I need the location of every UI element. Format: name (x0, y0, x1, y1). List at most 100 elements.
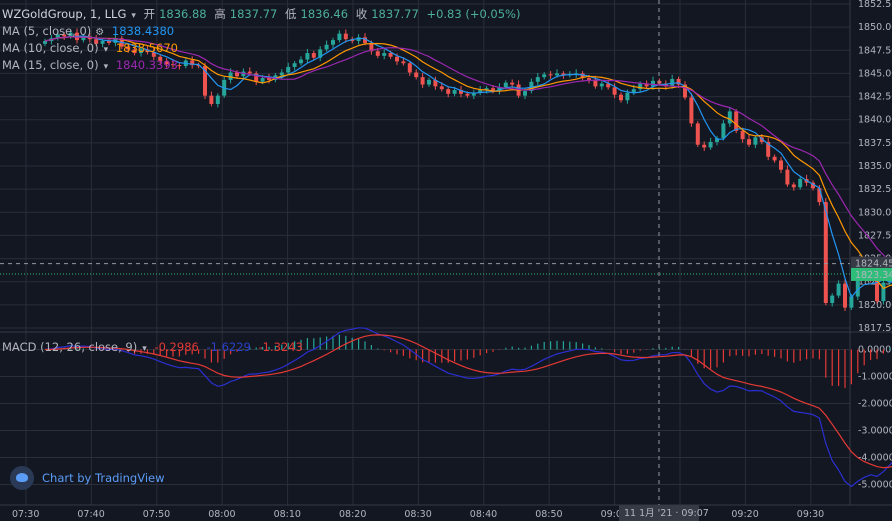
time-tick-label: 08:00 (208, 509, 235, 520)
candle-body (651, 80, 655, 87)
candle-body (548, 74, 553, 76)
change-value: +0.83 (+0.05%) (426, 7, 521, 21)
price-tick-label: 1837.50 (858, 138, 892, 149)
candle-body (414, 72, 419, 78)
price-tick-label: 1845.00 (858, 68, 892, 79)
candle-body (260, 78, 265, 82)
ma10-label[interactable]: MA (10, close, 0) (2, 41, 99, 55)
candle-body (798, 178, 803, 188)
time-tick-label: 08:50 (535, 509, 562, 520)
high-value: 1837.77 (229, 7, 278, 21)
gear-icon[interactable]: ⚙ (95, 27, 105, 38)
candle-body (145, 49, 150, 53)
candle-body (606, 83, 611, 88)
macd-hist-value: -0.2986 (154, 340, 199, 354)
last-price-label: 1823.34 (855, 270, 892, 281)
candle-body (286, 66, 291, 73)
candle-body (529, 81, 534, 92)
indicator-ma15[interactable]: MA (15, close, 0) ▾ 1840.3393 (2, 58, 182, 72)
price-marker-box (851, 256, 892, 270)
crosshair-time-box (619, 505, 699, 521)
candle-body (196, 65, 201, 67)
time-tick-label: 07:50 (143, 509, 170, 520)
indicator-ma10[interactable]: MA (10, close, 0) ▾ 1838.5670 (2, 41, 182, 55)
candle-body (823, 202, 828, 304)
price-tick-label: 1847.50 (858, 45, 892, 56)
candle-body (510, 82, 515, 85)
candle-body (740, 130, 745, 140)
candle-body (126, 46, 131, 50)
candle-body (279, 72, 284, 76)
candle-body (695, 123, 700, 145)
candle-body (324, 44, 329, 50)
candle-body (759, 137, 764, 142)
candle-body (587, 78, 591, 80)
close-label: 收 (355, 7, 368, 21)
time-tick-label: 07:30 (12, 509, 39, 520)
tradingview-branding[interactable]: Chart by TradingView (10, 466, 165, 490)
candle-body (779, 160, 783, 170)
candle-body (190, 60, 195, 66)
candle-body (631, 89, 636, 93)
candle-body (503, 82, 508, 88)
candle-body (228, 72, 233, 80)
candle-body (311, 53, 316, 58)
candle-body (158, 56, 163, 62)
close-value: 1837.77 (371, 7, 419, 21)
macd-line-value: -1.6229 (206, 340, 251, 354)
candle-body (177, 65, 182, 67)
candle-body (593, 79, 598, 87)
symbol-title[interactable]: WZGoldGroup, 1, LLG (2, 7, 127, 21)
candle-body (299, 59, 303, 64)
candle-body (747, 139, 751, 145)
macd-header[interactable]: MACD (12, 26, close, 9) ▾ -0.2986 -1.6229… (2, 340, 307, 354)
candle-body (734, 111, 739, 131)
candle-body (254, 73, 259, 82)
candle-body (107, 41, 111, 43)
high-label: 高 (214, 7, 226, 21)
candle-body (100, 41, 105, 44)
ma15-label[interactable]: MA (15, close, 0) (2, 58, 99, 72)
candle-body (497, 87, 502, 92)
crosshair-time-label: 11 1月 '21 · 09:07 (624, 508, 709, 519)
candle-body (836, 283, 841, 296)
candle-body (619, 94, 623, 101)
candle-body (55, 34, 60, 39)
chevron-down-icon[interactable]: ▾ (131, 11, 136, 21)
candle-body (702, 144, 707, 148)
ma5-label[interactable]: MA (5, close, 0) (2, 24, 92, 38)
chevron-down-icon[interactable]: ▾ (142, 344, 147, 354)
branding-text[interactable]: Chart by TradingView (42, 471, 165, 485)
price-tick-label: 1832.50 (858, 184, 892, 195)
macd-label[interactable]: MACD (12, 26, close, 9) (2, 340, 138, 354)
price-tick-label: 1835.00 (858, 161, 892, 172)
candle-body (139, 49, 143, 54)
candle-body (235, 72, 239, 77)
indicator-ma5[interactable]: MA (5, close, 0) ⚙ 1838.4380 (2, 24, 178, 38)
price-tick-label: 1840.00 (858, 115, 892, 126)
candle-body (830, 295, 835, 304)
candle-body (817, 188, 822, 203)
chevron-down-icon[interactable]: ▾ (103, 45, 109, 55)
symbol-header: WZGoldGroup, 1, LLG ▾ 开 1836.88 高 1837.77 低… (2, 6, 524, 22)
candle-body (407, 63, 412, 73)
candle-body (43, 41, 47, 44)
open-label: 开 (143, 7, 156, 21)
macd-tick-label: 0.0000 (858, 345, 891, 356)
macd-tick-label: -3.0000 (858, 426, 892, 437)
candle-body (247, 71, 252, 74)
candle-body (689, 97, 694, 124)
candle-body (849, 296, 854, 308)
candle-body (151, 52, 156, 57)
candle-body (599, 83, 604, 87)
ma15-value: 1840.3393 (115, 58, 179, 72)
price-tick-label: 1850.00 (858, 22, 892, 33)
chevron-down-icon[interactable]: ▾ (103, 62, 109, 72)
candle-body (478, 90, 483, 93)
candle-body (420, 77, 425, 85)
macd-tick-label: -5.0000 (858, 480, 892, 491)
low-label: 低 (285, 7, 297, 21)
time-tick-label: 08:30 (404, 509, 431, 520)
candle-body (81, 36, 86, 41)
